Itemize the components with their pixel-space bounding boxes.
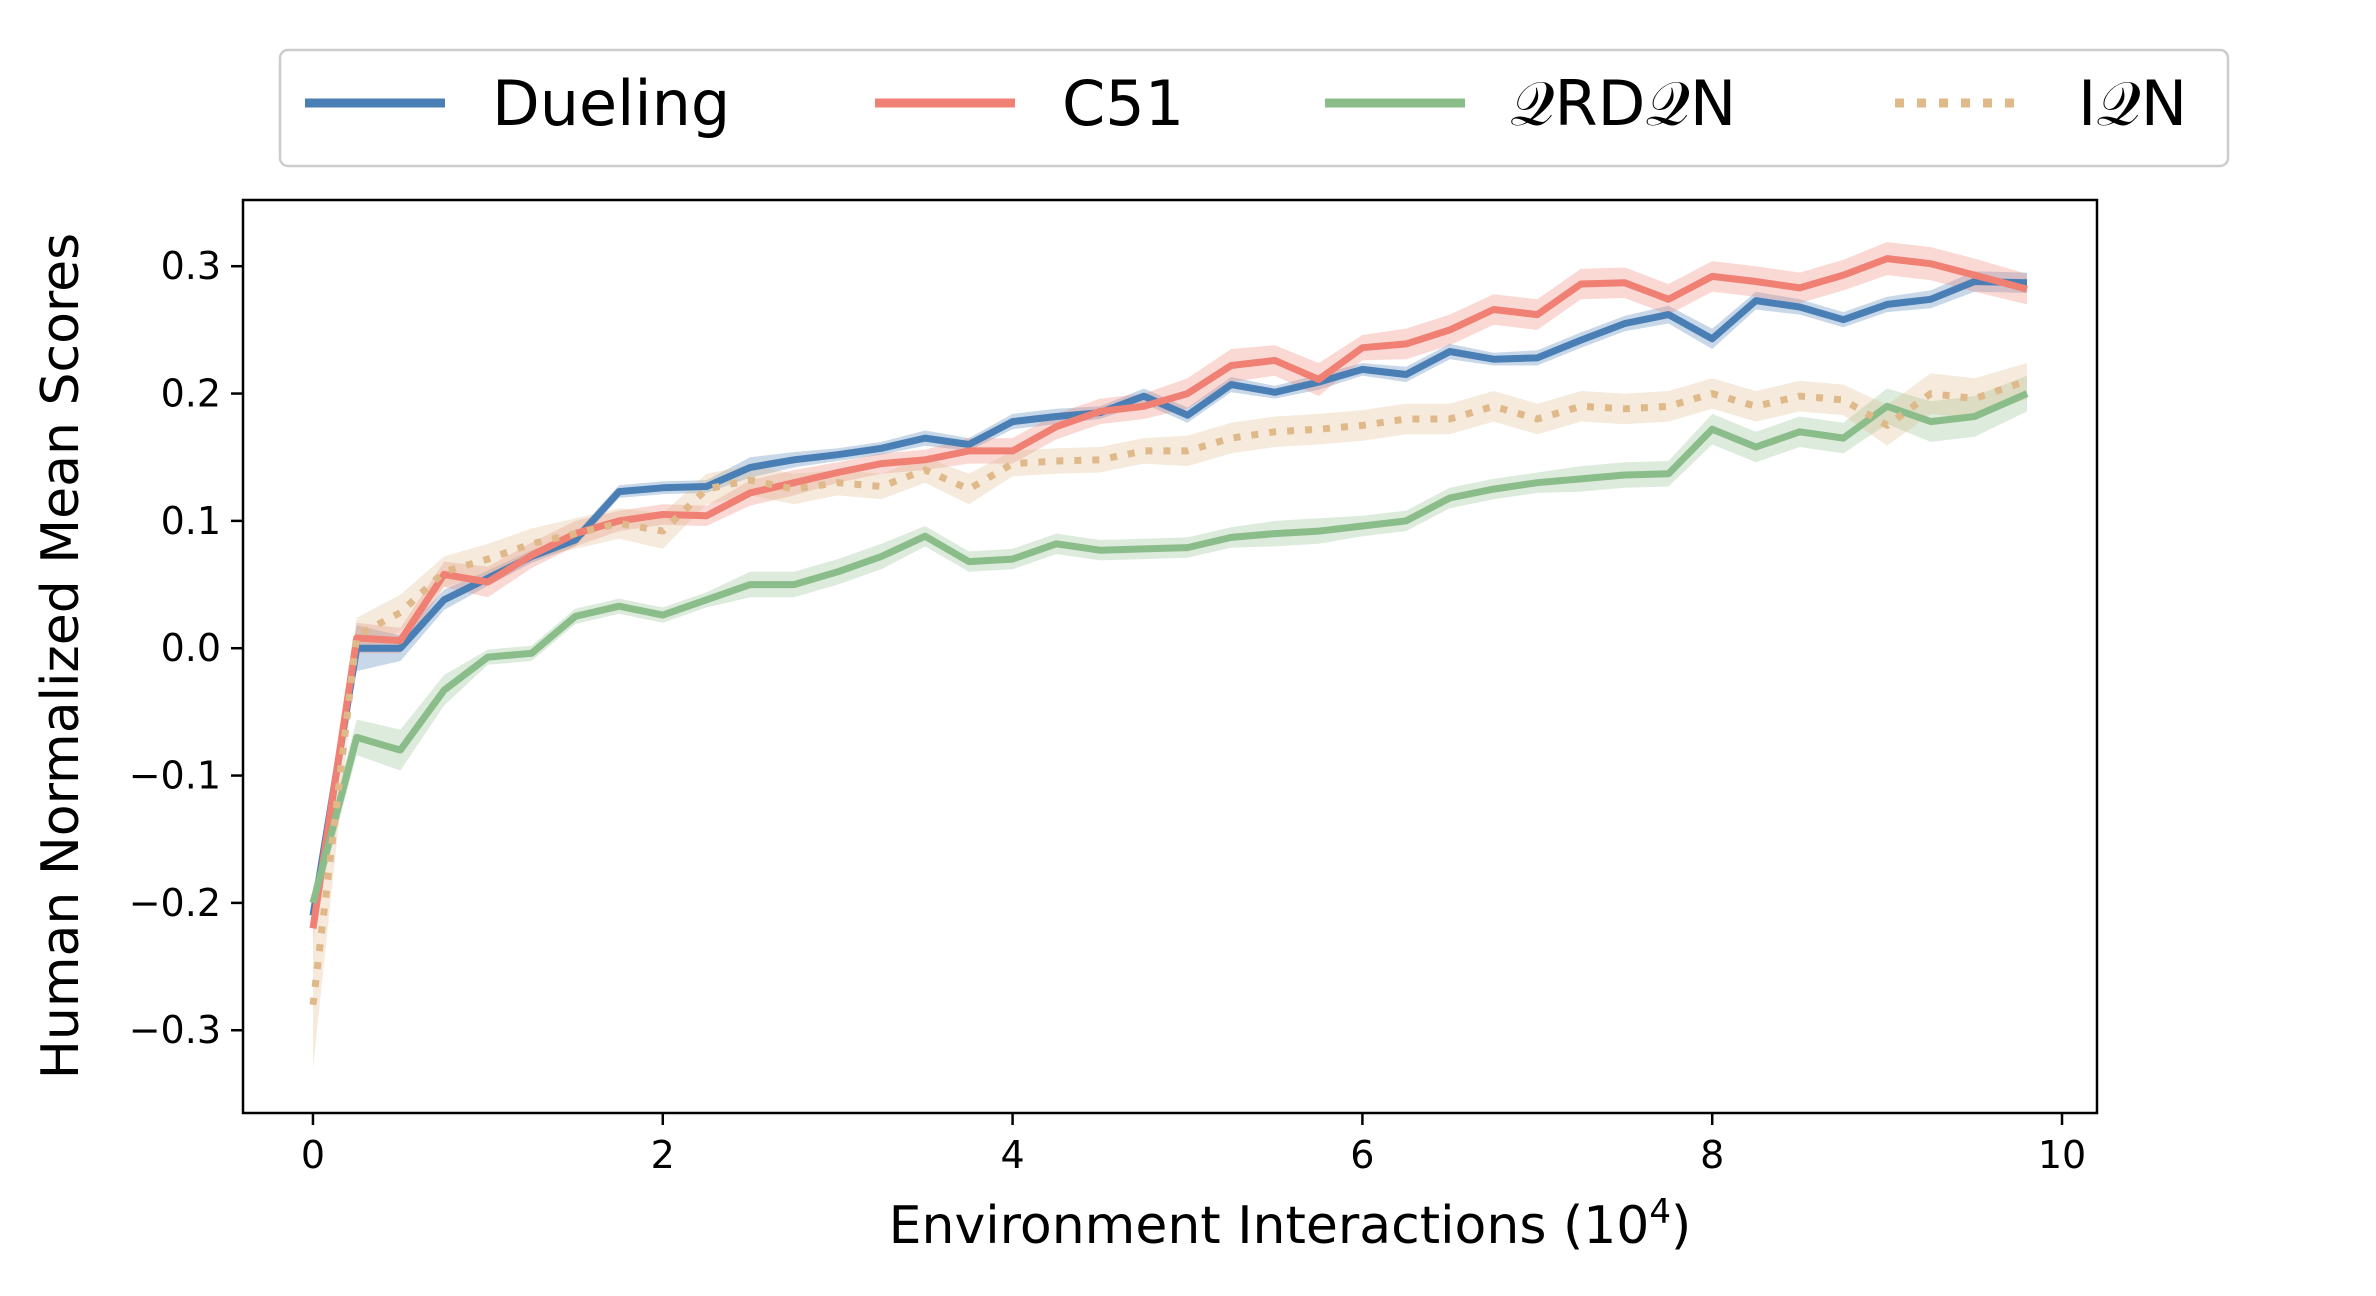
band-iqn — [313, 363, 2027, 1069]
y-tick-label: 0.2 — [161, 372, 221, 416]
line-c51 — [309, 255, 2028, 929]
x-tick-label: 2 — [651, 1133, 675, 1177]
y-tick-label: −0.1 — [129, 754, 221, 798]
x-tick-label: 0 — [301, 1133, 325, 1177]
legend-box — [278, 48, 2230, 168]
x-axis-label-close: ) — [1671, 1196, 1691, 1256]
y-tick-label: 0.0 — [161, 626, 221, 670]
series-lines — [309, 255, 2029, 1006]
line-dueling — [309, 278, 2028, 917]
confidence-bands — [313, 242, 2027, 1069]
x-axis-label-text: Environment Interactions (10 — [889, 1196, 1650, 1256]
y-tick-label: −0.2 — [129, 881, 221, 925]
x-axis-ticks: 0 2 4 6 8 10 — [301, 1113, 2086, 1177]
legend-item-iqn: I𝒬N — [1895, 67, 2187, 140]
legend-item-qrdqn: 𝒬RD𝒬N — [1325, 67, 1736, 140]
x-tick-label: 6 — [1350, 1133, 1374, 1177]
band-dueling — [313, 271, 2027, 929]
x-tick-label: 4 — [1000, 1133, 1024, 1177]
legend-label-c51: C51 — [1062, 67, 1184, 140]
y-tick-label: 0.3 — [161, 244, 221, 288]
y-axis-ticks: 0.3 0.2 0.1 0.0 −0.1 −0.2 −0.3 — [129, 244, 243, 1052]
band-c51 — [313, 242, 2027, 942]
line-iqn — [309, 377, 2029, 1006]
legend-label-iqn: I𝒬N — [2078, 67, 2187, 140]
legend-label-dueling: Dueling — [492, 67, 730, 140]
x-tick-label: 10 — [2038, 1133, 2086, 1177]
legend-label-qrdqn: 𝒬RD𝒬N — [1510, 67, 1736, 140]
legend: Dueling C51 𝒬RD𝒬N I𝒬N — [278, 48, 2230, 168]
legend-item-dueling: Dueling — [305, 67, 730, 140]
line-qrdqn — [309, 390, 2029, 904]
legend-item-c51: C51 — [875, 67, 1184, 140]
y-axis-label: Human Normalized Mean Scores — [31, 233, 91, 1079]
y-tick-label: −0.3 — [129, 1008, 221, 1052]
x-axis-label: Environment Interactions (104) — [889, 1192, 1692, 1256]
y-tick-label: 0.1 — [161, 499, 221, 543]
x-tick-label: 8 — [1700, 1133, 1724, 1177]
x-axis-label-exponent: 4 — [1649, 1192, 1671, 1232]
plot-frame — [241, 198, 2099, 1115]
